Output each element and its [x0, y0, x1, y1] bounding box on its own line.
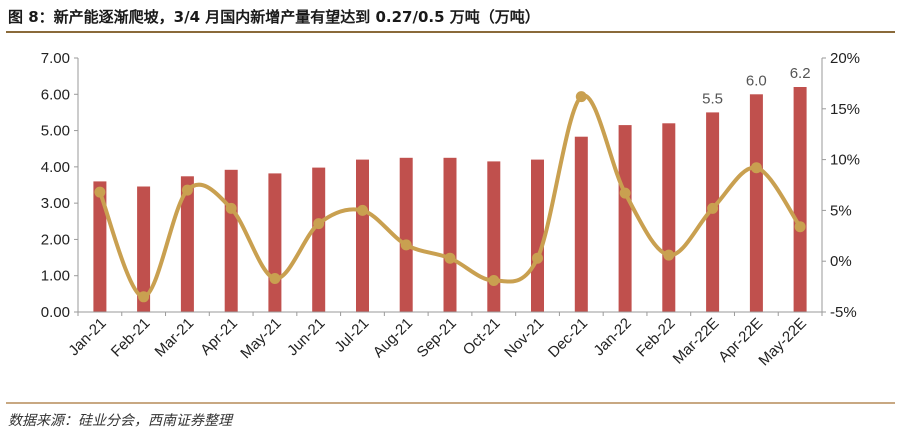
- x-tick-label-15: Mar-22E: [670, 315, 723, 368]
- line-point-4: [225, 202, 237, 214]
- source-note: 数据来源：硅业分会，西南证券整理: [8, 413, 232, 429]
- x-tick-label-4: Apr-21: [197, 315, 241, 359]
- bar-5: [268, 173, 282, 312]
- x-tick-label-6: Jun-21: [284, 315, 328, 359]
- x-tick-label-3: Mar-21: [152, 315, 198, 361]
- x-tick-label-13: Jan-22: [590, 315, 634, 359]
- bar-9: [443, 157, 457, 312]
- right-tick-label-2: 0%: [830, 253, 852, 270]
- left-tick-label-6: 5.00: [41, 123, 70, 140]
- bar-6: [312, 167, 326, 312]
- x-tick-label-17: May-22E: [755, 315, 809, 369]
- x-tick-label-8: Aug-21: [370, 315, 416, 361]
- line-point-7: [357, 204, 368, 216]
- line-point-16: [750, 162, 762, 174]
- right-tick-label-5: 15%: [830, 101, 860, 118]
- line-point-8: [400, 239, 412, 251]
- bar-16: [749, 94, 763, 312]
- line-point-13: [619, 187, 631, 199]
- data-label-3: 6.2: [790, 65, 811, 82]
- x-tick-label-7: Jul-21: [331, 315, 372, 356]
- line-point-2: [138, 291, 150, 303]
- x-tick-label-1: Jan-21: [65, 315, 109, 359]
- x-tick-label-9: Sep-21: [414, 315, 460, 361]
- line-point-3: [181, 184, 193, 196]
- bar-11: [531, 159, 544, 312]
- line-point-12: [575, 91, 587, 103]
- left-tick-label-4: 3.00: [41, 195, 70, 212]
- chart-title: 图 8：新产能逐渐爬坡，3/4 月国内新增产量有望达到 0.27/0.5 万吨（…: [8, 8, 540, 26]
- bar-14: [662, 123, 676, 312]
- line-point-9: [444, 252, 456, 264]
- left-tick-label-1: 0.00: [41, 304, 70, 321]
- x-tick-label-2: Feb-21: [108, 315, 154, 361]
- bar-12: [574, 136, 588, 312]
- line-point-17: [794, 221, 806, 233]
- source-rule: [6, 402, 895, 404]
- title-rule: [6, 31, 895, 33]
- line-point-15: [707, 202, 719, 214]
- bar-2: [137, 186, 151, 312]
- bar-13: [618, 125, 632, 312]
- bar-3: [180, 176, 194, 312]
- line-point-6: [313, 218, 325, 230]
- line-point-5: [269, 273, 281, 284]
- line-point-11: [532, 252, 543, 264]
- bar-4: [224, 169, 238, 312]
- x-tick-label-12: Dec-21: [545, 315, 591, 361]
- x-tick-label-5: May-21: [237, 315, 284, 362]
- left-tick-label-3: 2.00: [41, 231, 70, 248]
- bar-17: [793, 87, 807, 312]
- data-label-1: 5.5: [702, 90, 723, 107]
- bar-10: [487, 161, 501, 312]
- line-point-1: [94, 186, 106, 198]
- right-tick-label-6: 20%: [830, 50, 860, 67]
- left-tick-label-7: 6.00: [41, 86, 70, 103]
- left-tick-label-8: 7.00: [41, 50, 70, 67]
- left-tick-label-2: 1.00: [41, 268, 70, 285]
- right-tick-label-1: -5%: [830, 304, 857, 321]
- x-tick-label-10: Oct-21: [460, 315, 504, 359]
- bar-7: [356, 159, 369, 312]
- line-point-14: [663, 249, 675, 261]
- bar-1: [93, 181, 107, 312]
- left-tick-label-5: 4.00: [41, 159, 70, 176]
- data-label-2: 6.0: [746, 72, 767, 89]
- right-tick-label-3: 5%: [830, 202, 852, 219]
- line-point-10: [488, 275, 500, 286]
- bar-8: [399, 157, 413, 312]
- right-tick-label-4: 10%: [830, 152, 860, 169]
- x-tick-label-11: Nov-21: [501, 315, 547, 361]
